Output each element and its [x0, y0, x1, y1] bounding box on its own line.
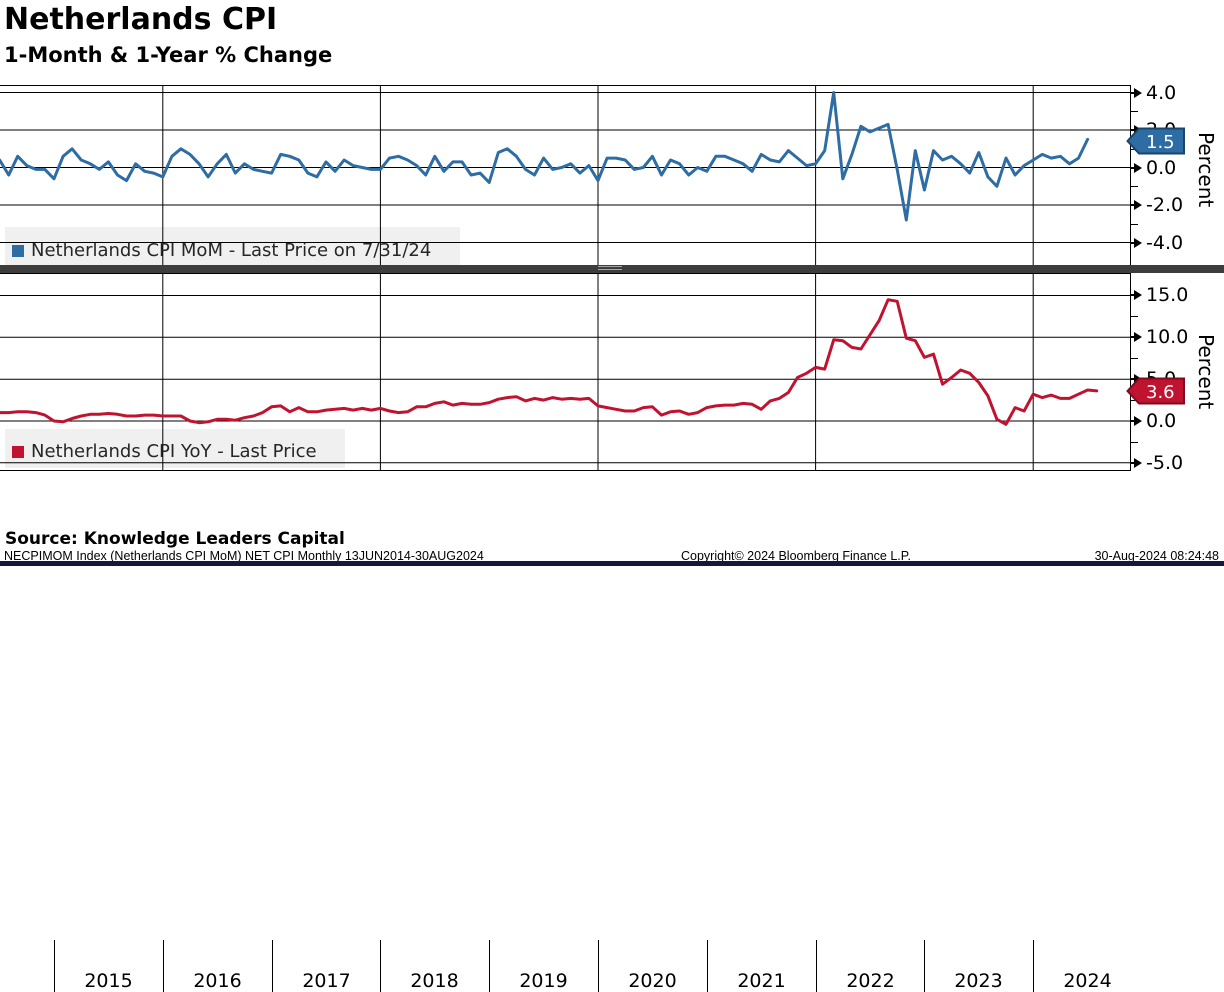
source-note: Source: Knowledge Leaders Capital — [5, 529, 345, 549]
y-minor-tick — [1130, 442, 1138, 443]
x-tick-label-2015: 2015 — [84, 970, 133, 992]
mom-series-marker-icon — [12, 244, 24, 257]
footer-ticker-info: NECPIMOM Index (Netherlands CPI MoM) NET… — [4, 549, 484, 563]
terminal-bottom-bar — [0, 561, 1224, 566]
x-tick-label-2023: 2023 — [954, 970, 1003, 992]
last-price-badge-mom: 1.5 — [1126, 127, 1185, 155]
x-tick-label-2020: 2020 — [628, 970, 677, 992]
x-axis: 2015 2016 2017 2018 2019 2020 2021 2022 2023 2024 — [0, 470, 1131, 992]
y-tick — [1130, 336, 1137, 338]
drag-handle-icon[interactable] — [598, 266, 622, 272]
y-tick-label: 0.0 — [1146, 410, 1177, 432]
y-tick — [1130, 92, 1137, 94]
yoy-series-marker-icon — [12, 445, 24, 458]
y-tick-arrow-icon — [1134, 332, 1142, 342]
y-tick-arrow-icon — [1134, 290, 1142, 300]
y-minor-tick — [1130, 111, 1138, 112]
last-price-mom-value: 1.5 — [1146, 132, 1175, 153]
y-tick — [1130, 204, 1137, 206]
y-tick-label: -5.0 — [1146, 452, 1184, 474]
y-minor-tick — [1130, 400, 1138, 401]
x-tick-label-2024: 2024 — [1063, 970, 1112, 992]
y-minor-tick — [1130, 316, 1138, 317]
y-minor-tick — [1130, 358, 1138, 359]
y-tick — [1130, 294, 1137, 296]
y-tick — [1130, 242, 1137, 244]
legend-yoy-label: Netherlands CPI YoY - Last Price — [31, 441, 317, 462]
y-tick — [1130, 462, 1137, 464]
y-tick-label: -2.0 — [1146, 194, 1184, 216]
page-title: Netherlands CPI — [4, 2, 278, 37]
y-tick-label: -4.0 — [1146, 232, 1184, 254]
footer-timestamp: 30-Aug-2024 08:24:48 — [1094, 549, 1219, 563]
y-tick-arrow-icon — [1134, 88, 1142, 98]
x-tick-label-2019: 2019 — [519, 970, 568, 992]
y-tick — [1130, 129, 1137, 131]
x-tick-label-2016: 2016 — [193, 970, 242, 992]
last-price-badge-yoy: 3.6 — [1126, 377, 1185, 405]
legend-box-yoy — [5, 429, 345, 468]
footer-copyright: Copyright© 2024 Bloomberg Finance L.P. — [681, 549, 911, 563]
legend-yoy[interactable]: Netherlands CPI YoY - Last Price — [12, 441, 317, 462]
y-minor-tick — [1130, 224, 1138, 225]
y-tick-label: 10.0 — [1146, 326, 1189, 348]
x-tick-label-2018: 2018 — [410, 970, 459, 992]
y-tick — [1130, 167, 1137, 169]
y-tick-arrow-icon — [1134, 163, 1142, 173]
legend-mom-label: Netherlands CPI MoM - Last Price on 7/31… — [31, 240, 432, 261]
x-tick-label-2022: 2022 — [846, 970, 895, 992]
y-tick-label: 0.0 — [1146, 157, 1177, 179]
y-tick-arrow-icon — [1134, 200, 1142, 210]
y-tick-arrow-icon — [1134, 458, 1142, 468]
legend-mom[interactable]: Netherlands CPI MoM - Last Price on 7/31… — [12, 240, 431, 261]
y-minor-tick — [1130, 186, 1138, 187]
y-tick-label: 4.0 — [1146, 82, 1177, 104]
page-subtitle: 1-Month & 1-Year % Change — [4, 43, 333, 67]
y-tick-arrow-icon — [1134, 238, 1142, 248]
x-axis-line — [0, 470, 1131, 471]
last-price-yoy-value: 3.6 — [1146, 382, 1175, 403]
y-tick — [1130, 378, 1137, 380]
y-tick-arrow-icon — [1134, 416, 1142, 426]
x-tick-label-2017: 2017 — [302, 970, 351, 992]
y-axis-title-bottom: Percent — [1194, 334, 1218, 410]
x-tick-label-2021: 2021 — [737, 970, 786, 992]
y-tick — [1130, 420, 1137, 422]
y-tick-label: 15.0 — [1146, 284, 1189, 306]
y-axis-line — [1130, 85, 1131, 470]
legend-box-mom — [5, 227, 460, 267]
y-axis-title-top: Percent — [1194, 132, 1218, 208]
